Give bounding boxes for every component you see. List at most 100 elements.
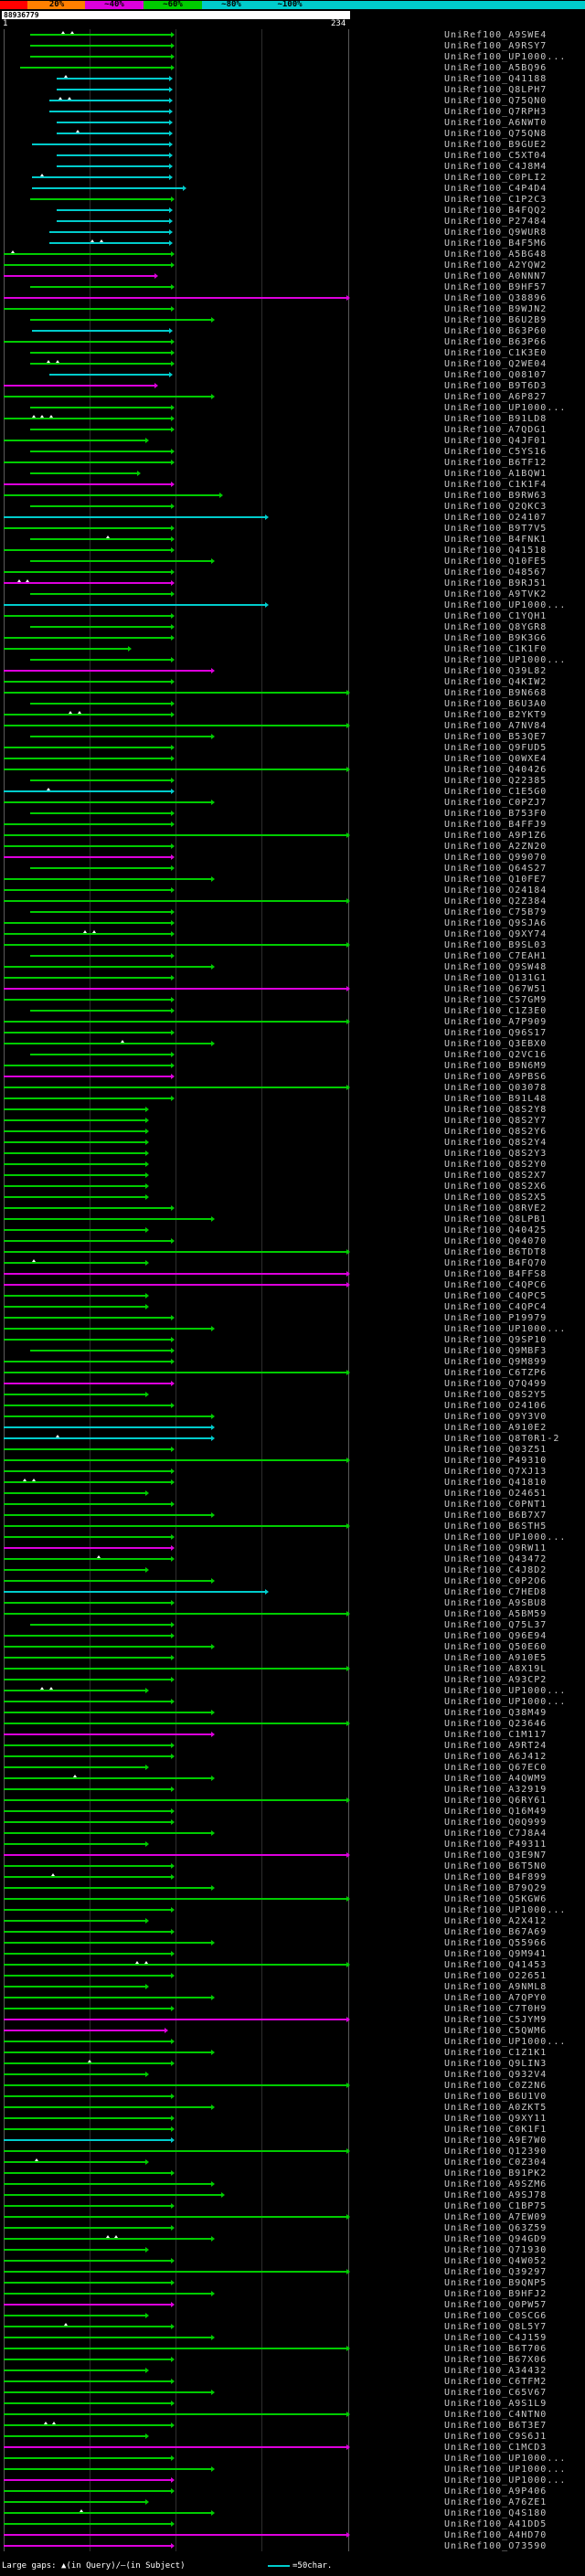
hit-alignment-line[interactable]: [30, 32, 175, 37]
hit-label[interactable]: UniRef100_UP1000...: [444, 1324, 567, 1334]
hit-alignment-line[interactable]: [30, 536, 175, 542]
hit-alignment-line[interactable]: [4, 1150, 150, 1156]
hit-label[interactable]: UniRef100_Q64S27: [444, 864, 548, 874]
hit-alignment-line[interactable]: [30, 43, 175, 48]
hit-alignment-line[interactable]: [4, 1710, 215, 1715]
hit-label[interactable]: UniRef100_C6TZP6: [444, 1368, 548, 1378]
hit-alignment-line[interactable]: [4, 1370, 351, 1375]
hit-alignment-line[interactable]: [4, 602, 270, 608]
hit-label[interactable]: UniRef100_B6TF12: [444, 458, 548, 468]
hit-label[interactable]: UniRef100_B6U1V0: [444, 2092, 548, 2102]
hit-label[interactable]: UniRef100_Q67EC0: [444, 1763, 548, 1773]
hit-alignment-line[interactable]: [4, 1808, 175, 1814]
hit-label[interactable]: UniRef100_Q41188: [444, 74, 548, 84]
hit-alignment-line[interactable]: [4, 1567, 150, 1573]
hit-alignment-line[interactable]: [4, 2017, 351, 2022]
hit-label[interactable]: UniRef100_B9N668: [444, 688, 548, 698]
hit-label[interactable]: UniRef100_C7HED8: [444, 1587, 548, 1597]
hit-alignment-line[interactable]: [4, 1852, 351, 1858]
hit-alignment-line[interactable]: [4, 2006, 175, 2011]
hit-alignment-line[interactable]: [4, 832, 351, 838]
hit-alignment-line[interactable]: [4, 1819, 175, 1825]
hit-alignment-line[interactable]: [4, 2390, 215, 2395]
hit-alignment-line[interactable]: [4, 1216, 215, 1222]
hit-alignment-line[interactable]: [4, 2214, 351, 2220]
hit-alignment-line[interactable]: [4, 493, 224, 498]
hit-alignment-line[interactable]: [4, 1041, 215, 1046]
hit-alignment-line[interactable]: [4, 2126, 175, 2132]
hit-alignment-line[interactable]: [4, 1227, 150, 1233]
hit-label[interactable]: UniRef100_Q2VC16: [444, 1050, 548, 1060]
hit-label[interactable]: UniRef100_A7P909: [444, 1017, 548, 1027]
hit-label[interactable]: UniRef100_B4F899: [444, 1872, 548, 1882]
hit-label[interactable]: UniRef100_Q9SJA6: [444, 918, 548, 928]
hit-label[interactable]: UniRef100_Q23646: [444, 1719, 548, 1729]
hit-alignment-line[interactable]: [4, 1841, 150, 1847]
hit-label[interactable]: UniRef100_Q03078: [444, 1083, 548, 1093]
hit-alignment-line[interactable]: [4, 887, 175, 893]
hit-alignment-line[interactable]: [30, 624, 175, 630]
hit-label[interactable]: UniRef100_B91PK2: [444, 2168, 548, 2178]
hit-label[interactable]: UniRef100_C65V67: [444, 2388, 548, 2398]
hit-label[interactable]: UniRef100_B4FQ70: [444, 1258, 548, 1268]
hit-alignment-line[interactable]: [4, 1589, 270, 1595]
hit-alignment-line[interactable]: [4, 975, 175, 981]
hit-alignment-line[interactable]: [4, 2061, 175, 2066]
hit-alignment-line[interactable]: [4, 2488, 175, 2494]
hit-alignment-line[interactable]: [19, 65, 175, 70]
hit-alignment-line[interactable]: [4, 1611, 351, 1617]
hit-label[interactable]: UniRef100_Q16M49: [444, 1807, 548, 1817]
hit-label[interactable]: UniRef100_B4FNK1: [444, 535, 548, 545]
hit-label[interactable]: UniRef100_Q8S2Y4: [444, 1138, 548, 1148]
hit-label[interactable]: UniRef100_Q8S2X6: [444, 1182, 548, 1192]
hit-label[interactable]: UniRef100_Q38M49: [444, 1708, 548, 1718]
hit-alignment-line[interactable]: [4, 1600, 175, 1606]
hit-label[interactable]: UniRef100_Q0Q999: [444, 1818, 548, 1828]
hit-alignment-line[interactable]: [4, 1129, 150, 1134]
hit-label[interactable]: UniRef100_A1BQW1: [444, 469, 548, 479]
hit-alignment-line[interactable]: [4, 2302, 175, 2307]
hit-label[interactable]: UniRef100_Q0WXE4: [444, 754, 548, 764]
hit-label[interactable]: UniRef100_B9HFJ2: [444, 2289, 548, 2299]
hit-alignment-line[interactable]: [4, 2203, 175, 2209]
hit-alignment-line[interactable]: [4, 580, 175, 586]
hit-label[interactable]: UniRef100_Q08107: [444, 370, 548, 380]
hit-alignment-line[interactable]: [30, 1622, 175, 1627]
hit-label[interactable]: UniRef100_UP1000...: [444, 655, 567, 665]
hit-label[interactable]: UniRef100_B6U3A0: [444, 699, 548, 709]
hit-alignment-line[interactable]: [4, 1512, 215, 1518]
hit-label[interactable]: UniRef100_Q9M899: [444, 1357, 548, 1367]
hit-alignment-line[interactable]: [4, 1019, 351, 1024]
hit-alignment-line[interactable]: [4, 1677, 175, 1682]
hit-alignment-line[interactable]: [4, 1107, 150, 1112]
hit-label[interactable]: UniRef100_UP1000...: [444, 1697, 567, 1707]
hit-label[interactable]: UniRef100_A910E2: [444, 1423, 548, 1433]
hit-alignment-line[interactable]: [4, 1863, 175, 1869]
hit-alignment-line[interactable]: [4, 1556, 175, 1562]
hit-alignment-line[interactable]: [4, 1896, 351, 1902]
hit-alignment-line[interactable]: [4, 1984, 150, 1989]
hit-label[interactable]: UniRef100_A8X19L: [444, 1664, 548, 1674]
hit-alignment-line[interactable]: [4, 2039, 175, 2044]
hit-label[interactable]: UniRef100_B91LD8: [444, 414, 548, 424]
hit-label[interactable]: UniRef100_A7NV84: [444, 721, 548, 731]
hit-label[interactable]: UniRef100_B67A69: [444, 1927, 548, 1937]
hit-label[interactable]: UniRef100_Q6RY61: [444, 1796, 548, 1806]
hit-label[interactable]: UniRef100_Q0PW57: [444, 2300, 548, 2310]
hit-label[interactable]: UniRef100_P49310: [444, 1456, 548, 1466]
hit-alignment-line[interactable]: [4, 394, 215, 399]
hit-label[interactable]: UniRef100_A6J412: [444, 1752, 548, 1762]
hit-alignment-line[interactable]: [4, 339, 175, 345]
hit-label[interactable]: UniRef100_C1E5G0: [444, 787, 548, 797]
hit-label[interactable]: UniRef100_P19979: [444, 1313, 548, 1323]
hit-label[interactable]: UniRef100_Q9MBF3: [444, 1346, 548, 1356]
hit-alignment-line[interactable]: [4, 1304, 150, 1309]
hit-alignment-line[interactable]: [4, 1666, 351, 1671]
hit-label[interactable]: UniRef100_B63P60: [444, 326, 548, 336]
hit-label[interactable]: UniRef100_Q22385: [444, 776, 548, 786]
hit-label[interactable]: UniRef100_A9SJ78: [444, 2190, 548, 2200]
hit-label[interactable]: UniRef100_C7T0H9: [444, 2004, 548, 2014]
hit-label[interactable]: UniRef100_UP1000...: [444, 1905, 567, 1915]
hit-label[interactable]: UniRef100_Q4S180: [444, 2508, 548, 2518]
hit-alignment-line[interactable]: [4, 931, 175, 937]
